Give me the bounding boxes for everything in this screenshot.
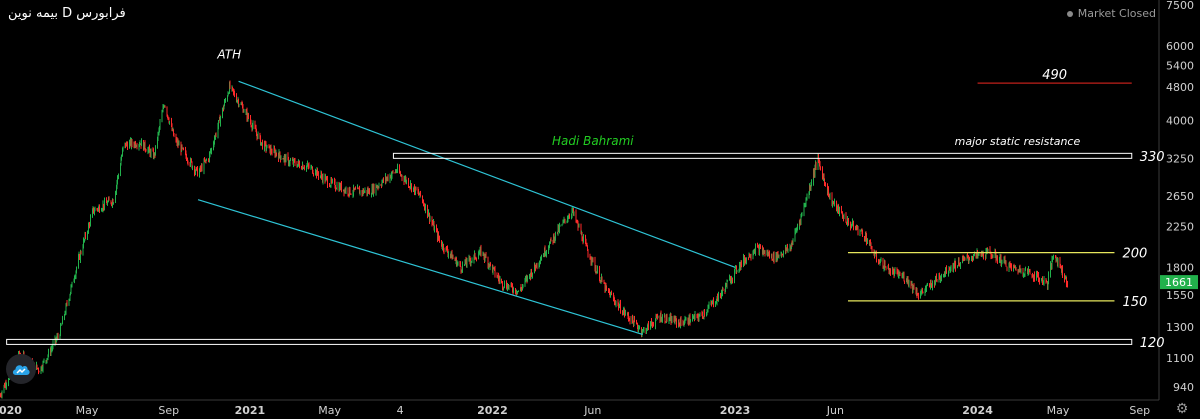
time-tick-label: Jun: [826, 404, 844, 417]
current-price-badge: [1160, 275, 1198, 290]
range-bottom-label: 150: [1122, 295, 1147, 310]
support-label: 120: [1140, 336, 1165, 351]
time-tick-label: 2024: [962, 404, 993, 417]
price-tick-label: 1550: [1166, 289, 1194, 302]
resistance-level: [392, 152, 1133, 159]
price-tick-label: 1300: [1166, 321, 1194, 334]
price-tick-label: 5400: [1166, 59, 1194, 72]
support-level: [6, 338, 1133, 345]
gear-icon[interactable]: ⚙: [1175, 401, 1189, 417]
author-annotation: Hadi Bahrami: [552, 134, 634, 148]
time-tick-label: May: [76, 404, 99, 417]
time-tick-label: 4: [397, 404, 404, 417]
resistance-label: 330: [1140, 150, 1165, 165]
time-tick-label: 2023: [720, 404, 751, 417]
price-tick-label: 940: [1173, 381, 1194, 394]
price-tick-label: 1800: [1166, 261, 1194, 274]
channel-line: [197, 199, 643, 335]
time-tick-label: Sep: [1129, 404, 1150, 417]
price-axis: 7500 6000 5400 4800 4000 3250 2650 2250 1800 1550…: [1158, 0, 1194, 400]
range-top-label: 200: [1122, 247, 1147, 262]
time-tick-label: 2022: [477, 404, 508, 417]
market-status: Market Closed: [1066, 7, 1156, 20]
price-tick-label: 4000: [1166, 114, 1194, 127]
price-tick-label: 4800: [1166, 81, 1194, 94]
price-tick-label: 1100: [1166, 352, 1194, 365]
time-tick-label: May: [1047, 404, 1070, 417]
time-tick-label: Sep: [158, 404, 179, 417]
price-tick-label: 2650: [1166, 190, 1194, 203]
resistance-note-annotation: major static resistance: [955, 135, 1081, 148]
market-status-label: Market Closed: [1077, 7, 1156, 20]
price-tick-label: 7500: [1166, 0, 1194, 12]
candles: [0, 80, 1068, 399]
symbol-title[interactable]: فرابورس D بیمه نوین: [8, 6, 126, 21]
time-tick-label: Jun: [583, 404, 601, 417]
tradingview-cloud-icon[interactable]: [6, 354, 36, 384]
current-price-label: 1661: [1165, 276, 1193, 289]
time-tick-label: 2021: [235, 404, 266, 417]
price-tick-label: 2250: [1166, 220, 1194, 233]
ath-annotation: ATH: [216, 48, 241, 62]
price-tick-label: 3250: [1166, 153, 1194, 166]
status-dot-icon: [1066, 11, 1073, 17]
price-tick-label: 6000: [1166, 40, 1194, 53]
target-label: 490: [1042, 68, 1067, 83]
time-tick-label: May: [318, 404, 341, 417]
channel-line: [238, 80, 736, 268]
